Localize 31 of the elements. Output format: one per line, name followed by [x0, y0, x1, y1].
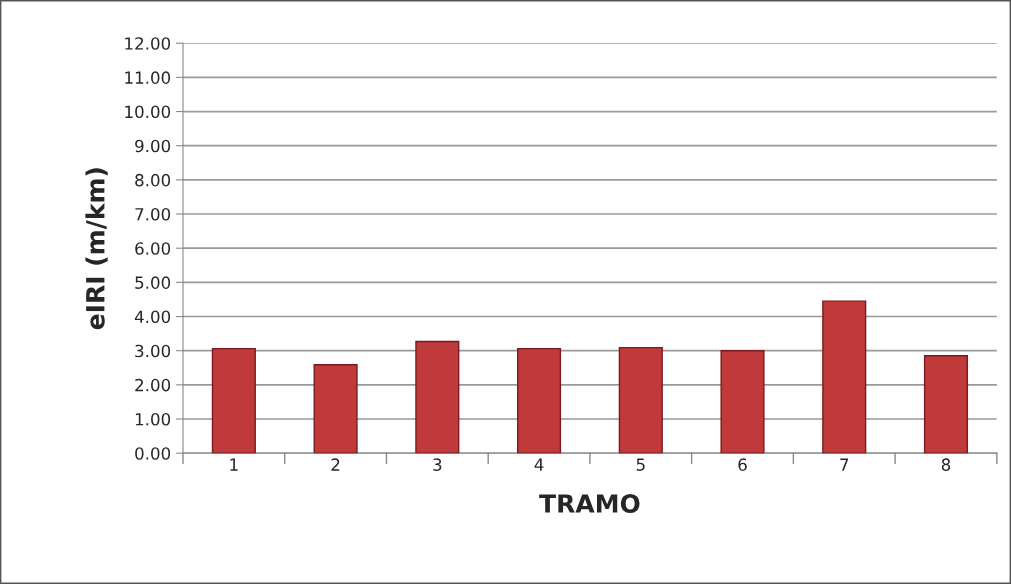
bar	[720, 349, 765, 454]
bar	[313, 364, 358, 454]
x-tick-label: 8	[941, 458, 951, 471]
bar	[516, 347, 562, 454]
y-tick-label: 10.00	[125, 105, 171, 119]
y-tick-label: 3.00	[135, 344, 171, 358]
x-tick-label: 1	[230, 458, 238, 471]
y-tick-label: 2.00	[135, 378, 171, 392]
y-tick-label: 0.00	[135, 447, 171, 460]
bar	[822, 300, 867, 454]
y-tick-label: 8.00	[135, 173, 171, 187]
bar	[415, 340, 460, 454]
y-tick-label: 1.00	[135, 412, 171, 426]
x-tick-label: 7	[840, 458, 849, 471]
x-tick-label: 3	[433, 458, 442, 471]
x-axis-title: TRAMO	[539, 494, 640, 513]
x-tick-label: 6	[738, 458, 747, 471]
bar	[211, 347, 256, 454]
y-tick-label: 9.00	[135, 139, 171, 153]
x-tick-label: 2	[331, 458, 340, 471]
x-tick-label: 5	[636, 458, 645, 471]
y-tick-label: 12.00	[125, 37, 171, 50]
x-tick-label: 4	[534, 458, 544, 471]
bar	[923, 355, 969, 454]
y-tick-label: 4.00	[134, 310, 171, 324]
bar	[618, 346, 663, 454]
y-tick-label: 6.00	[135, 242, 171, 255]
y-tick-label: 7.00	[135, 208, 171, 221]
y-tick-label: 11.00	[125, 71, 171, 84]
y-axis-title: eIRI (m/km)	[85, 168, 108, 330]
y-tick-label: 5.00	[135, 276, 171, 289]
